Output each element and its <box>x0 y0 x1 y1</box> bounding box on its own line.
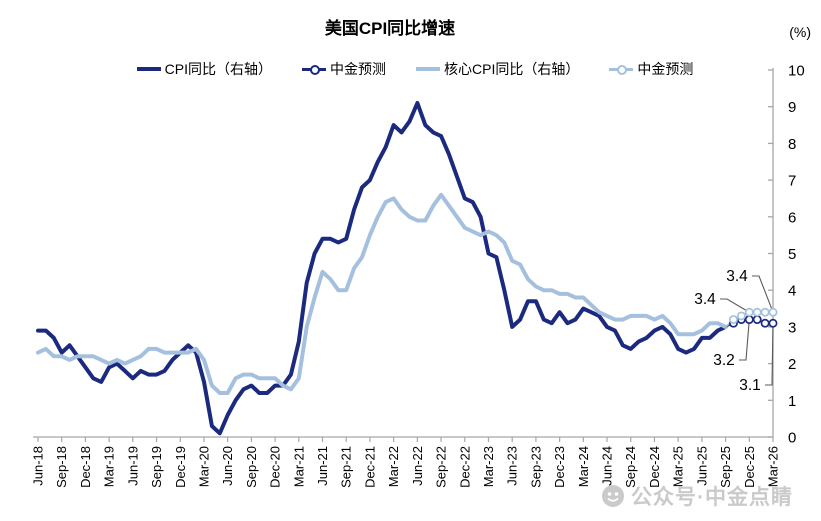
annotation-leader-line <box>752 275 774 313</box>
core-forecast-marker <box>768 307 778 317</box>
cpi-forecast-marker <box>768 318 778 328</box>
x-tick-label: Mar-25 <box>671 446 686 487</box>
x-tick-label: Mar-24 <box>576 446 591 487</box>
annotation-leader-line <box>765 323 774 386</box>
x-tick-label: Dec-22 <box>457 446 472 488</box>
x-tick-label: Sep-24 <box>623 446 638 488</box>
annotation-label: 3.4 <box>726 268 748 285</box>
x-tick-label: Dec-21 <box>362 446 377 488</box>
cpi-forecast-marker <box>760 318 770 328</box>
cpi-line <box>36 101 728 436</box>
x-tick-label: Dec-23 <box>552 446 567 488</box>
y-tick-label: 10 <box>788 63 805 80</box>
legend-label: 中金预测 <box>637 61 694 77</box>
legend-label: CPI同比（右轴） <box>164 61 272 77</box>
x-tick-label: Mar-23 <box>481 446 496 487</box>
x-tick-label: Dec-18 <box>78 446 93 488</box>
x-tick-label: Sep-22 <box>434 446 449 488</box>
x-tick-label: Jun-24 <box>600 446 615 486</box>
x-tick-label: Sep-20 <box>244 446 259 488</box>
core-forecast-marker <box>760 307 770 317</box>
x-tick-label: Mar-22 <box>386 446 401 487</box>
core-cpi-line-swatch <box>416 65 440 73</box>
x-tick-label: Jun-19 <box>125 446 140 486</box>
legend-item-core-cpi: 核心CPI同比（右轴） <box>416 59 579 79</box>
y-tick-label: 8 <box>788 136 796 153</box>
legend-label: 中金预测 <box>330 61 386 77</box>
x-tick-label: Mar-19 <box>102 446 117 487</box>
core-forecast-marker <box>752 307 762 317</box>
x-tick-label: Sep-19 <box>149 446 164 488</box>
x-tick-label: Dec-19 <box>173 446 188 488</box>
x-tick-label: Jun-22 <box>410 446 425 486</box>
unit-label: (%) <box>789 24 811 40</box>
annotation-leader-line <box>720 298 750 313</box>
y-tick-label: 4 <box>788 283 796 300</box>
x-tick-label: Mar-26 <box>766 446 781 487</box>
x-tick-label: Dec-25 <box>742 446 757 488</box>
x-tick-label: Sep-23 <box>528 446 543 488</box>
y-tick-label: 7 <box>788 173 796 190</box>
cpi-forecast-marker <box>744 315 754 325</box>
core-forecast-marker <box>736 311 746 321</box>
y-tick-label: 2 <box>788 356 796 373</box>
legend-item-cpi-forecast: 中金预测 <box>302 59 386 79</box>
y-tick-label: 5 <box>788 246 796 263</box>
x-tick-label: Mar-21 <box>291 446 306 487</box>
core-forecast-marker <box>729 315 738 325</box>
chart-legend: CPI同比（右轴） 中金预测 核心CPI同比（右轴） 中金预测 <box>60 59 770 79</box>
x-tick-label: Sep-25 <box>718 446 733 488</box>
y-tick-label: 6 <box>788 209 796 226</box>
y-tick-label: 1 <box>788 393 796 410</box>
core-forecast-marker <box>744 307 754 317</box>
x-tick-label: Dec-20 <box>268 446 283 488</box>
cpi-forecast-marker <box>752 315 762 325</box>
x-tick-label: Jun-20 <box>220 446 235 486</box>
x-tick-label: Jun-18 <box>31 446 46 486</box>
annotation-leader-line <box>739 319 750 361</box>
y-tick-label: 9 <box>788 99 796 116</box>
annotation-label: 3.1 <box>739 377 761 394</box>
chart-title: 美国CPI同比增速 <box>324 19 456 38</box>
x-tick-label: Sep-18 <box>54 446 69 488</box>
cpi-line-swatch <box>136 65 161 73</box>
y-tick-label: 0 <box>788 430 796 447</box>
core-forecast-swatch <box>609 64 634 75</box>
legend-item-cpi: CPI同比（右轴） <box>136 59 272 79</box>
core-cpi-line <box>36 192 728 395</box>
legend-label: 核心CPI同比（右轴） <box>444 61 580 77</box>
x-tick-label: Mar-20 <box>196 446 211 487</box>
annotation-label: 3.2 <box>713 352 735 369</box>
x-tick-label: Dec-24 <box>647 446 662 488</box>
x-tick-label: Sep-21 <box>339 446 354 488</box>
x-tick-label: Jun-21 <box>315 446 330 486</box>
x-tick-label: Jun-23 <box>505 446 520 486</box>
cpi-forecast-swatch <box>302 64 326 75</box>
y-tick-label: 3 <box>788 319 796 336</box>
annotation-label: 3.4 <box>694 291 716 308</box>
x-tick-label: Jun-25 <box>694 446 709 486</box>
legend-item-core-forecast: 中金预测 <box>609 59 693 79</box>
